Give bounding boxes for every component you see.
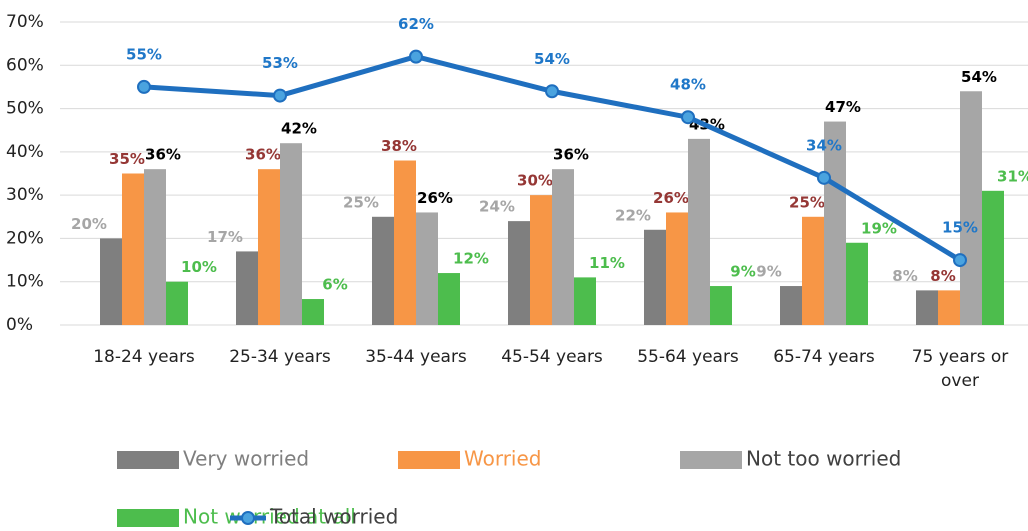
y-tick-label: 10%: [6, 272, 44, 292]
bar: [802, 216, 824, 325]
bar-value-label: 36%: [245, 146, 281, 164]
bar: [144, 169, 166, 325]
bar: [824, 121, 846, 325]
line-marker: [817, 170, 831, 185]
bar: [780, 286, 802, 325]
line-marker: [409, 49, 423, 64]
bar-value-label: 11%: [589, 254, 625, 272]
bar: [688, 138, 710, 325]
bar: [122, 173, 144, 325]
bar-value-label: 9%: [756, 263, 781, 281]
bar-value-label: 25%: [789, 193, 825, 211]
y-tick-label: 70%: [6, 12, 44, 32]
x-tick-label: 65-74 years: [773, 347, 875, 367]
bar-value-label: 17%: [207, 228, 243, 246]
bar-value-label: 19%: [861, 219, 897, 237]
bar: [530, 195, 552, 325]
bar-value-label: 20%: [71, 215, 107, 233]
line-marker: [273, 88, 287, 103]
bar: [574, 277, 596, 325]
bar: [916, 290, 938, 325]
bar-value-label: 30%: [517, 172, 553, 190]
bar-value-label: 35%: [109, 150, 145, 168]
legend-swatch: [680, 451, 742, 469]
bar: [394, 160, 416, 325]
bar-value-label: 8%: [892, 267, 917, 285]
bar-value-label: 42%: [281, 120, 317, 138]
bar-value-label: 26%: [653, 189, 689, 207]
bar-value-label: 26%: [417, 189, 453, 207]
line-value-label: 48%: [670, 76, 706, 94]
bar: [960, 91, 982, 325]
y-tick-label: 30%: [6, 185, 44, 205]
bar: [258, 169, 280, 325]
bar: [938, 290, 960, 325]
bar-value-label: 9%: [730, 263, 755, 281]
line-value-label: 62%: [398, 15, 434, 33]
legend-label: Not too worried: [746, 447, 901, 471]
bar-value-label: 31%: [997, 167, 1028, 185]
legend-marker: [241, 511, 255, 525]
bar-value-label: 12%: [453, 250, 489, 268]
legend-label: Worried: [464, 447, 542, 471]
y-tick-label: 40%: [6, 142, 44, 162]
bar: [710, 286, 732, 325]
bar: [236, 251, 258, 325]
bar: [416, 212, 438, 325]
legend-label: Not worried at all: [183, 505, 356, 529]
bar: [666, 212, 688, 325]
legend-swatch: [117, 509, 179, 527]
x-tick-label: 75 years or over: [911, 347, 1009, 391]
bar: [644, 229, 666, 325]
bar-value-label: 25%: [343, 193, 379, 211]
bar-value-label: 6%: [322, 276, 347, 294]
bar-value-label: 8%: [930, 267, 955, 285]
line-marker: [681, 110, 695, 125]
bar: [846, 242, 868, 325]
bar: [982, 190, 1004, 325]
y-tick-label: 20%: [6, 228, 44, 248]
line-marker: [545, 84, 559, 99]
x-tick-label: 18-24 years: [93, 347, 195, 367]
y-tick-label: 50%: [6, 99, 44, 119]
bar-value-label: 22%: [615, 206, 651, 224]
bar-value-label: 36%: [145, 146, 181, 164]
bar: [302, 299, 324, 325]
line-marker: [953, 253, 967, 268]
x-tick-label: 35-44 years: [365, 347, 467, 367]
bar: [438, 273, 460, 325]
bar-value-label: 36%: [553, 146, 589, 164]
bar-value-label: 24%: [479, 198, 515, 216]
line-value-label: 15%: [942, 219, 978, 237]
y-tick-label: 60%: [6, 55, 44, 75]
bar-value-label: 47%: [825, 98, 861, 116]
y-tick-label: 0%: [6, 315, 33, 335]
legend-label: Very worried: [183, 447, 309, 471]
legend-label: Total worried: [269, 505, 398, 529]
line-value-label: 54%: [534, 50, 570, 68]
legend-swatch: [398, 451, 460, 469]
x-tick-label: 25-34 years: [229, 347, 331, 367]
bar: [100, 238, 122, 325]
line-value-label: 53%: [262, 54, 298, 72]
bar-value-label: 10%: [181, 258, 217, 276]
x-tick-label: 55-64 years: [637, 347, 739, 367]
bar: [552, 169, 574, 325]
legend-swatch: [117, 451, 179, 469]
bar: [508, 221, 530, 325]
bar: [166, 281, 188, 325]
x-tick-label: 45-54 years: [501, 347, 603, 367]
line-value-label: 55%: [126, 45, 162, 63]
line-value-label: 34%: [806, 136, 842, 154]
bar-value-label: 54%: [961, 68, 997, 86]
bar: [280, 143, 302, 325]
bar-value-label: 38%: [381, 137, 417, 155]
bar: [372, 216, 394, 325]
line-marker: [137, 79, 151, 94]
